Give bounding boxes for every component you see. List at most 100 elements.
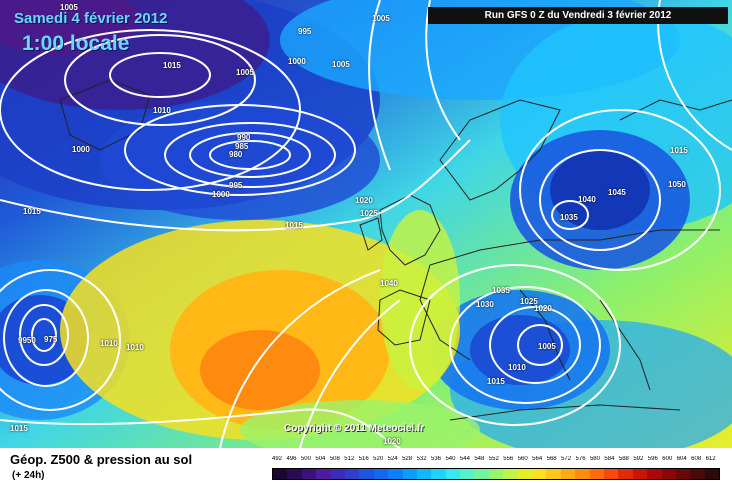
isobar-label: 1025 [520,297,538,306]
isobar-label: 1015 [670,146,688,155]
scale-swatch [373,469,389,479]
scale-swatch [503,469,518,479]
isobar-label: 1010 [100,339,118,348]
color-scale-labels: 492 496 500 504 508 512 516 520 524 528 532 536 540 5… [272,456,720,466]
isobar-label: 1015 [163,61,181,70]
scale-swatch [359,469,374,479]
scale-value: 544 [459,456,470,462]
scale-value: 532 [416,456,427,462]
scale-value: 604 [676,456,687,462]
isobar-label: 1005 [538,342,556,351]
scale-value: 516 [358,456,369,462]
scale-swatch [488,469,504,479]
isobar-label: 1000 [72,145,90,154]
isobar-label: 1035 [560,213,578,222]
isobar-label: 1005 [60,3,78,12]
scale-swatch [474,469,489,479]
scale-swatch [690,469,705,479]
scale-value: 524 [387,456,398,462]
scale-value: 560 [517,456,528,462]
isobar-label: 1010 [153,106,171,115]
isobar-label: 1005 [372,14,390,23]
scale-swatch [704,469,720,479]
scale-swatch [388,469,403,479]
scale-value: 592 [633,456,644,462]
isobar-label: 995 [229,181,243,190]
scale-swatch [431,469,446,479]
scale-value: 508 [329,456,340,462]
scale-swatch [575,469,590,479]
scale-value: 568 [546,456,557,462]
isobar-label: 1015 [23,207,41,216]
scale-swatch [589,469,604,479]
scale-swatch [603,469,619,479]
scale-value: 528 [402,456,413,462]
scale-swatch [661,469,676,479]
isobar-label: 1015 [487,377,505,386]
scale-value: 572 [561,456,572,462]
scale-value: 512 [344,456,355,462]
isobar-label: 1035 [492,286,510,295]
scale-value: 584 [604,456,615,462]
legend-area: Géop. Z500 & pression au sol (+ 24h) 492… [0,448,732,488]
isobar-label: 9950 [18,336,36,345]
scale-value: 548 [474,456,485,462]
scale-value: 576 [575,456,586,462]
isobar-label: 1010 [126,343,144,352]
isobar-label: 1030 [476,300,494,309]
legend-title: Géop. Z500 & pression au sol [10,452,193,467]
isobar-label: 985 [235,142,249,151]
scale-swatch [301,469,317,479]
color-scale-bar [272,468,720,480]
isobar-label: 980 [229,150,243,159]
isobar-label: 1000 [212,190,230,199]
scale-value: 596 [647,456,658,462]
map-time: 1:00 locale [22,32,130,55]
weather-map: Samedi 4 février 2012 1:00 locale Run GF… [0,0,732,448]
scale-value: 564 [532,456,543,462]
isobar-label: 1015 [10,424,28,433]
isobar-label: 1010 [508,363,526,372]
isobar-label: 1040 [578,195,596,204]
scale-swatch [273,469,288,479]
scale-value: 556 [503,456,514,462]
isobar-label: 1045 [608,188,626,197]
scale-value: 536 [430,456,441,462]
isobar-label: 1040 [380,279,398,288]
scale-swatch [344,469,360,479]
scale-swatch [517,469,533,479]
isobar-label: 1025 [360,209,378,218]
isobar-label: 995 [298,27,312,36]
scale-swatch [647,469,662,479]
scale-swatch [560,469,576,479]
scale-swatch [546,469,561,479]
scale-value: 600 [662,456,673,462]
scale-swatch [330,469,345,479]
scale-swatch [316,469,331,479]
isobar-label: 975 [44,335,58,344]
scale-value: 588 [618,456,629,462]
scale-value: 520 [373,456,384,462]
scale-value: 580 [589,456,600,462]
map-canvas [0,0,732,448]
scale-value: 552 [488,456,499,462]
scale-swatch [675,469,691,479]
scale-swatch [532,469,547,479]
scale-swatch [402,469,417,479]
isobar-label: 1050 [668,180,686,189]
scale-value: 540 [445,456,456,462]
scale-swatch [416,469,432,479]
copyright-notice: Copyright © 2011 Meteociel.fr [284,423,425,434]
scale-value: 612 [705,456,716,462]
map-date: Samedi 4 février 2012 [14,10,168,27]
scale-value: 492 [272,456,283,462]
scale-swatch [460,469,475,479]
scale-value: 500 [300,456,311,462]
scale-value: 504 [315,456,326,462]
isobar-label: 1005 [236,68,254,77]
isobar-label: 1020 [355,196,373,205]
model-run-label: Run GFS 0 Z du Vendredi 3 février 2012 [428,7,728,24]
isobar-label: 1020 [383,437,401,446]
isobar-label: 1015 [285,221,303,230]
scale-swatch [618,469,633,479]
